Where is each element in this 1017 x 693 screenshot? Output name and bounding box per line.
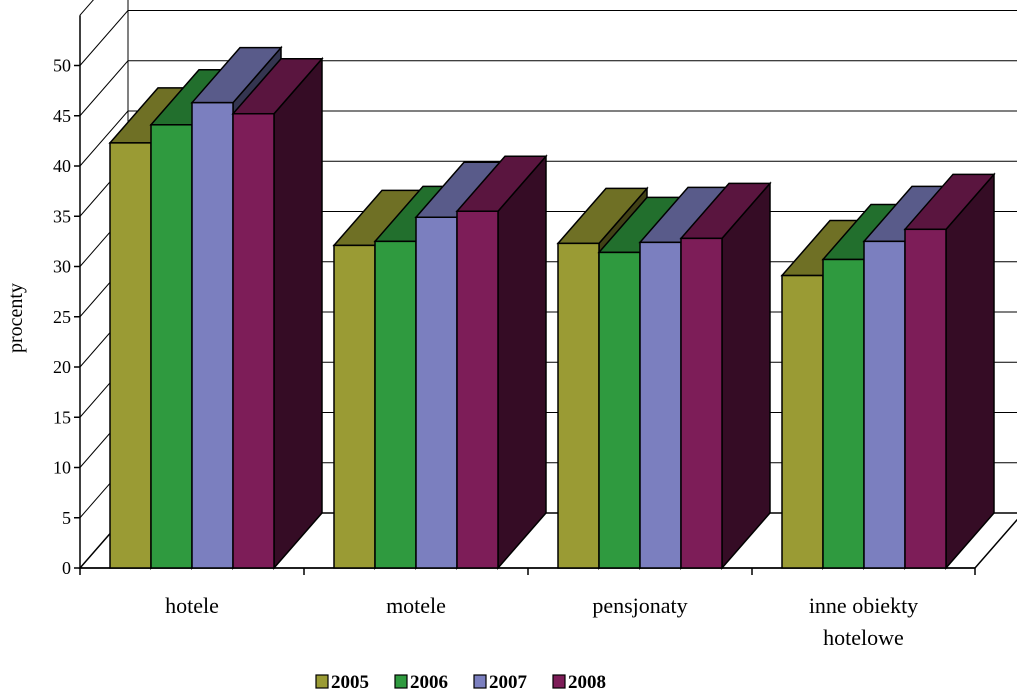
bar-front (863, 240, 906, 569)
legend-label: 2007 (489, 672, 528, 693)
category-label: inne obiekty (809, 593, 918, 618)
y-tick-label: 40 (53, 156, 71, 176)
bar-side (945, 172, 995, 570)
category-label: hotelowe (823, 625, 904, 650)
y-axis-label: procenty (5, 283, 27, 353)
bar-front (333, 244, 376, 569)
legend-swatch (473, 674, 487, 689)
y-tick-label: 15 (53, 407, 71, 427)
gridline-side (79, 10, 129, 66)
bar (903, 172, 996, 570)
bar-side (273, 56, 323, 570)
y-tick-label: 10 (53, 458, 71, 478)
legend-item: 2005 (315, 672, 369, 693)
bar-front (232, 112, 275, 569)
legend-swatch (394, 674, 408, 689)
y-tick-label: 20 (53, 357, 71, 377)
legend-swatch (315, 674, 329, 689)
gridline-side (79, 60, 129, 117)
bar-front (781, 274, 824, 569)
legend-label: 2008 (568, 672, 606, 693)
bar-front (456, 210, 499, 569)
y-tick-label: 0 (62, 558, 71, 578)
y-tick-label: 5 (62, 508, 71, 528)
y-tick-label: 25 (53, 307, 71, 327)
bars (108, 45, 996, 570)
bar-front (191, 101, 234, 569)
bar (455, 154, 548, 570)
bar-front (415, 216, 458, 569)
legend-item: 2007 (473, 672, 528, 693)
side-wall-top-edge (79, 0, 94, 16)
y-tick-label: 35 (53, 206, 71, 226)
legend-item: 2006 (394, 672, 448, 693)
bar-side (721, 181, 771, 570)
legend-swatch (552, 674, 566, 689)
legend-item: 2008 (552, 672, 606, 693)
legend: 2005 2006 2007 2008 (315, 672, 606, 693)
bar-front (150, 124, 193, 569)
gridline-side (79, 110, 129, 167)
category-label: motele (386, 593, 446, 618)
bar-front (822, 258, 865, 569)
y-tick-label: 45 (53, 106, 71, 126)
legend-label: 2005 (331, 672, 369, 693)
y-tick-label: 30 (53, 257, 71, 277)
category-label: hotele (165, 593, 219, 618)
bar-front (904, 228, 947, 569)
category-label: pensjonaty (592, 593, 687, 618)
bar (231, 56, 324, 570)
bar-front (598, 251, 641, 569)
y-tick-label: 50 (53, 56, 71, 76)
bar-front (557, 242, 600, 569)
bar-side (497, 154, 547, 570)
bar-front (109, 142, 152, 569)
legend-label: 2006 (410, 672, 448, 693)
x-axis-labels: hotele motele pensjonaty inne obiekty hotelo… (165, 593, 918, 650)
bar (679, 181, 772, 570)
bar-front (639, 241, 682, 569)
bar-front (680, 237, 723, 569)
bar-front (374, 240, 417, 569)
